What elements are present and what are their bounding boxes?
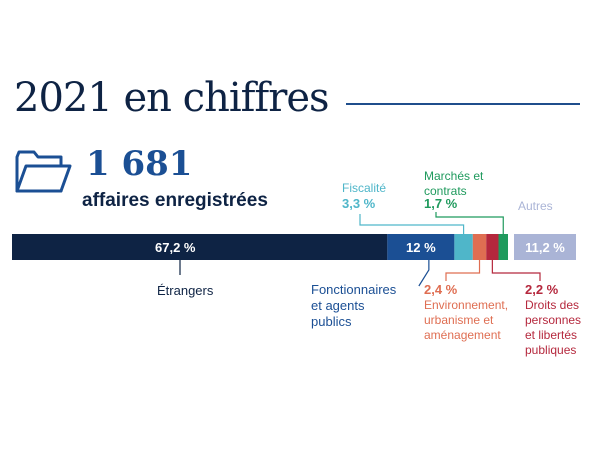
category-label-4-line-0: Droits des [525, 298, 579, 312]
page-title: 2021 en chiffres [14, 75, 330, 121]
leader-line-1 [418, 260, 430, 287]
leader-line-3 [445, 260, 481, 281]
category-label-3-line-1: urbanisme et [424, 313, 494, 327]
affaires-count: 1 681 [86, 144, 193, 184]
category-label-4-line-2: et libertés [525, 328, 577, 342]
category-label-4-line-1: personnes [525, 313, 581, 327]
leader-line-4 [491, 260, 541, 281]
category-label-0: Étrangers [157, 283, 214, 298]
bar-value-label-0: 67,2 % [155, 240, 196, 255]
category-label-4-line-3: publiques [525, 343, 576, 357]
category-label-3-line-0: Environnement, [424, 298, 508, 312]
bar-segment-4 [486, 234, 499, 260]
category-label-5-line-0: Marchés et [424, 169, 484, 183]
bar-segment-2 [454, 234, 473, 260]
leader-line-2 [359, 214, 465, 234]
title-rule [346, 103, 580, 105]
category-label-2: Fiscalité [342, 181, 386, 195]
category-label-5-line-1: contrats [424, 184, 467, 198]
affaires-label: affaires enregistrées [82, 190, 268, 211]
category-label-1-line-1: et agents [311, 298, 365, 313]
bar-segment-6 [514, 234, 576, 260]
bar-value-label-1: 12 % [406, 240, 436, 255]
bar-segment-0 [12, 234, 388, 260]
value-label-4: 2,2 % [525, 282, 559, 297]
value-label-3: 2,4 % [424, 282, 458, 297]
bar-value-label-6: 11,2 % [525, 240, 565, 255]
bar-segment-3 [472, 234, 487, 260]
category-label-3-line-2: aménagement [424, 328, 501, 342]
category-label-1-line-2: publics [311, 314, 352, 329]
category-label-1-line-0: Fonctionnaires [311, 282, 397, 297]
category-label-6: Autres [518, 199, 553, 213]
bar-segment-1 [387, 234, 455, 260]
value-label-5: 1,7 % [424, 196, 458, 211]
leader-line-5 [435, 212, 504, 234]
folder-icon [15, 150, 72, 193]
value-label-2: 3,3 % [342, 196, 376, 211]
bar-segment-5 [498, 234, 508, 260]
